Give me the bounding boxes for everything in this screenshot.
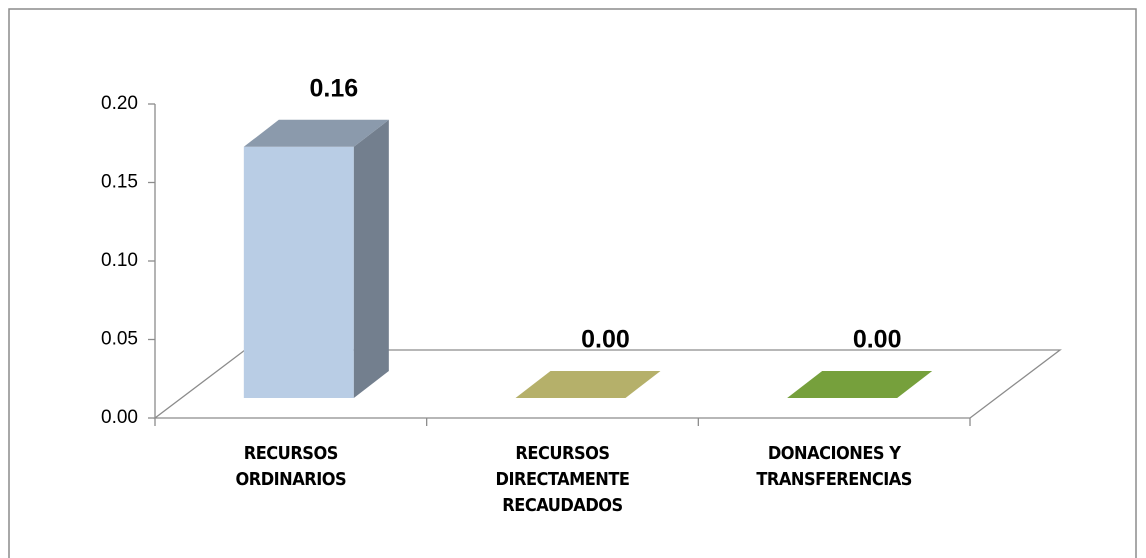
- x-tick-label: RECURSOS DIRECTAMENTE RECAUDADOS: [495, 443, 630, 516]
- value-label: 0.00: [581, 326, 630, 354]
- bar-top: [787, 371, 933, 398]
- y-tick-label: 0.05: [101, 329, 138, 350]
- bar: [515, 371, 661, 398]
- chart-border: [8, 8, 1137, 558]
- x-tick-label: RECURSOS ORDINARIOS: [235, 443, 347, 490]
- bar-front: [243, 146, 354, 398]
- bar: [243, 119, 389, 399]
- y-tick-label: 0.20: [101, 93, 138, 114]
- y-tick-label: 0.15: [101, 172, 138, 193]
- bar-top: [243, 119, 389, 147]
- bar-top: [515, 371, 661, 398]
- value-label: 0.00: [853, 326, 902, 354]
- y-tick-label: 0.00: [101, 407, 138, 428]
- bar-side: [353, 119, 389, 399]
- y-tick-label: 0.10: [101, 250, 138, 271]
- value-label: 0.16: [309, 74, 358, 102]
- bar: [787, 371, 933, 398]
- x-tick-label: DONACIONES Y TRANSFERENCIAS: [756, 443, 912, 490]
